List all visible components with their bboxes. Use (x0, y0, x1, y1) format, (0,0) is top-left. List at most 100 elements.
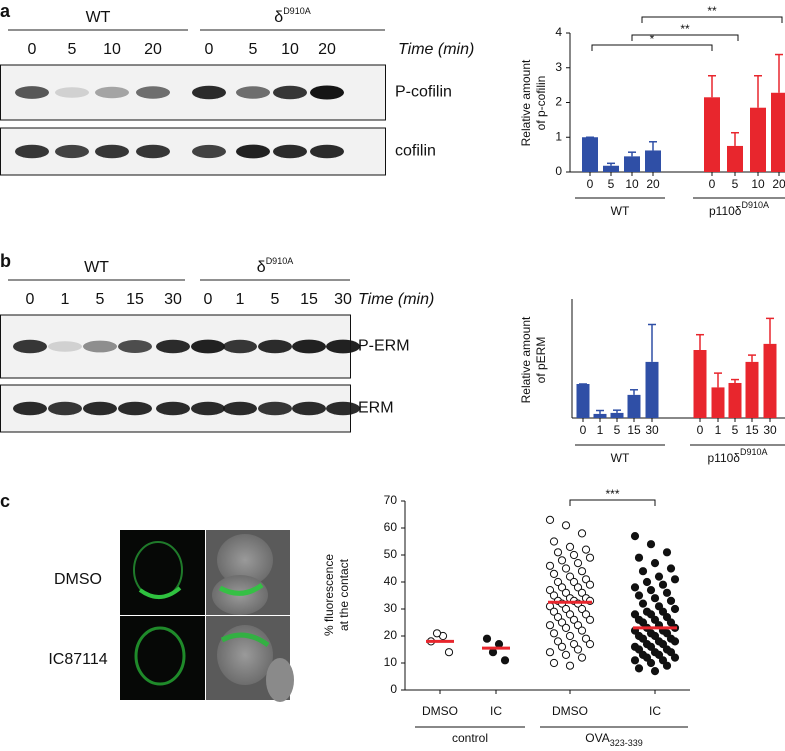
time-label: 15 (300, 291, 318, 308)
bar (576, 384, 590, 418)
point (561, 604, 571, 614)
band (326, 339, 360, 354)
time-label: 0 (205, 41, 214, 58)
point (557, 642, 567, 651)
point (482, 634, 492, 643)
bar (771, 92, 785, 172)
point (670, 575, 680, 584)
y-axis-label: of pERM (534, 337, 548, 384)
band (83, 340, 117, 353)
y-axis-label: Relative amount (519, 59, 533, 146)
band (192, 144, 226, 159)
point (662, 548, 672, 557)
x-tick-label: 5 (732, 177, 739, 191)
band (136, 86, 170, 99)
point (545, 648, 555, 657)
significance-bracket (641, 16, 783, 23)
blot-group-label: δD910A (274, 6, 310, 26)
significance-label: ** (680, 22, 690, 36)
point (565, 610, 575, 619)
point (634, 645, 644, 654)
bar (704, 97, 720, 172)
group-label-main: OVA (585, 731, 609, 745)
image-row-label: IC87114 (48, 651, 107, 668)
point (561, 650, 571, 660)
blot-row-label: ERM (358, 400, 394, 417)
x-tick-label: 0 (580, 423, 587, 437)
point (569, 640, 579, 649)
x-tick-label: 5 (614, 423, 621, 437)
time-label: 15 (126, 291, 144, 308)
y-tick-label: 0 (555, 164, 562, 178)
time-label: 30 (334, 291, 352, 308)
time-label: 5 (96, 291, 105, 308)
point (662, 613, 672, 622)
point (662, 661, 672, 670)
band (156, 339, 190, 354)
point (557, 556, 567, 565)
group-label: p110δD910A (707, 447, 767, 465)
image-row-label: DMSO (54, 571, 102, 588)
point (646, 610, 656, 619)
blot-group-label-sup: D910A (266, 256, 294, 266)
bar (582, 137, 598, 172)
blot-row-label: cofilin (395, 143, 436, 160)
point (581, 634, 591, 643)
point (662, 629, 672, 638)
y-tick-label: 20 (384, 628, 398, 642)
point (666, 596, 676, 606)
x-tick-label: 1 (597, 423, 604, 437)
point (654, 572, 664, 581)
point (553, 548, 563, 557)
y-axis-label: Relative amount (519, 316, 533, 403)
band (13, 401, 47, 416)
bar (727, 145, 743, 172)
bar (627, 394, 641, 418)
blot-group-label: WT (86, 9, 111, 26)
point (553, 613, 563, 622)
point (545, 515, 555, 525)
bar (603, 165, 619, 172)
blot-group-label-sup: D910A (283, 6, 311, 16)
point (545, 621, 555, 630)
group-label-main: control (452, 731, 488, 745)
panel-label: c (0, 491, 10, 511)
band (48, 341, 82, 352)
point (565, 631, 575, 641)
x-tick-label: 5 (732, 423, 739, 437)
point (581, 575, 591, 584)
time-label: 30 (164, 291, 182, 308)
point (553, 577, 563, 587)
band (258, 339, 292, 354)
x-tick-label: 15 (627, 423, 641, 437)
band (118, 340, 152, 353)
y-tick-label: 0 (390, 682, 397, 696)
point (646, 658, 656, 668)
point (638, 599, 648, 608)
time-label: 5 (271, 291, 280, 308)
point (561, 564, 571, 573)
point (585, 553, 595, 562)
band (310, 85, 344, 100)
point (666, 648, 676, 657)
band (55, 144, 89, 159)
band (156, 401, 190, 416)
time-label: 0 (26, 291, 35, 308)
x-tick-label: 5 (608, 177, 615, 191)
point (561, 588, 571, 597)
group-label-sub: 323-339 (610, 738, 643, 748)
point (573, 645, 583, 654)
bar (763, 343, 777, 418)
band (191, 339, 225, 354)
x-tick-label: DMSO (552, 704, 588, 718)
panel-label: b (0, 251, 11, 271)
point (577, 529, 587, 538)
point (581, 610, 591, 619)
point (581, 545, 591, 554)
time-label: 0 (28, 41, 37, 58)
point (658, 580, 668, 589)
point (549, 569, 559, 579)
time-label: 10 (103, 41, 121, 58)
point (670, 637, 680, 646)
